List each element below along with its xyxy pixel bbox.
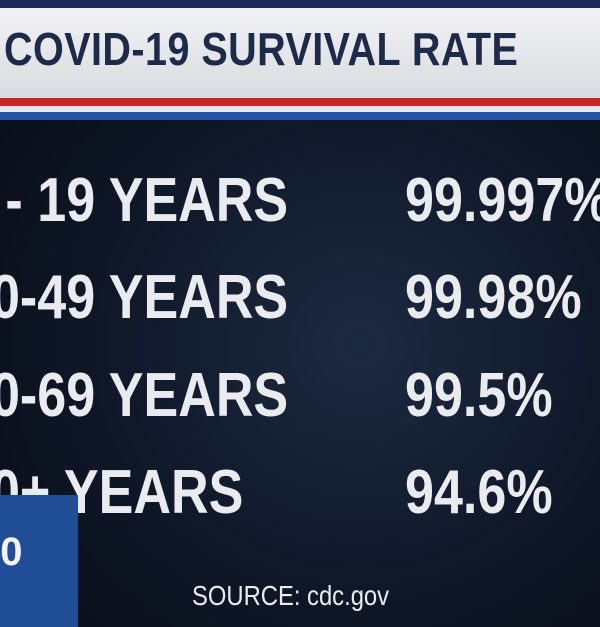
title: COVID-19 SURVIVAL RATE [4,23,519,75]
badge [0,495,78,627]
badge-text: 00 [0,530,23,574]
survival-rate: 94.6% [405,458,553,527]
age-group: 20-49 YEARS [0,263,289,332]
age-group: 0 - 19 YEARS [0,166,289,235]
title-band [0,8,600,98]
blue-stripe [0,112,600,120]
source: SOURCE: cdc.gov [192,580,390,611]
survival-rate: 99.997% [405,166,600,235]
red-stripe [0,98,600,106]
table-row: 0 - 19 YEARS 99.997% [0,165,600,245]
white-stripe [0,106,600,112]
age-group: 50-69 YEARS [0,361,289,430]
survival-rate: 99.98% [405,263,582,332]
table-row: 50-69 YEARS 99.5% [0,360,600,440]
top-bar [0,0,600,8]
survival-rate: 99.5% [405,361,553,430]
table-row: 20-49 YEARS 99.98% [0,262,600,342]
